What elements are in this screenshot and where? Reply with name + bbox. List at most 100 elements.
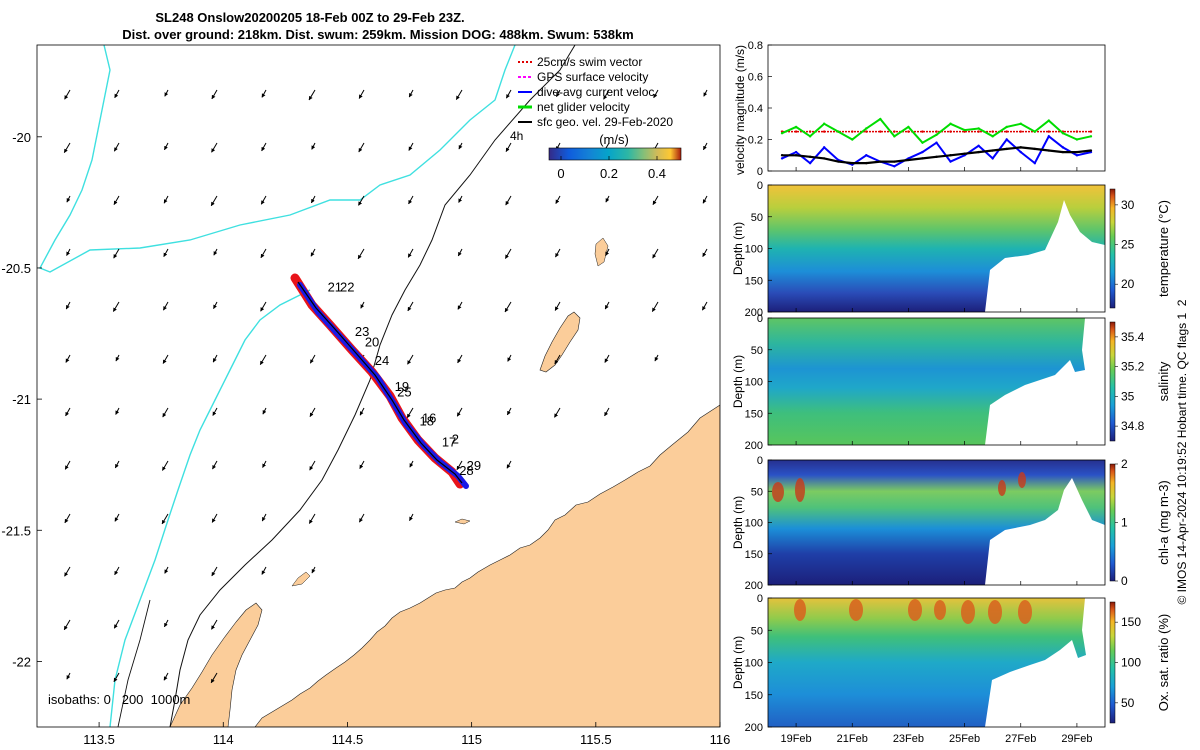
sfc-vel-arrow bbox=[114, 460, 120, 469]
velocity-point bbox=[1033, 130, 1036, 133]
sfc-vel-arrow bbox=[213, 301, 218, 310]
depth-tick-label: 150 bbox=[745, 275, 763, 287]
speed-cbar-tick-label: 0 bbox=[557, 166, 564, 181]
sfc-vel-arrow bbox=[455, 89, 463, 100]
velocity-point bbox=[865, 154, 868, 157]
isobath-0m-cyan bbox=[39, 45, 516, 727]
section-salinity-fill bbox=[768, 318, 1085, 445]
sfc-vel-arrow bbox=[262, 407, 267, 415]
velocity-point bbox=[1089, 135, 1093, 138]
sfc-vel-arrow bbox=[213, 248, 218, 256]
sfc-vel-arrow bbox=[702, 248, 708, 258]
vel-ytick-label: 0.8 bbox=[748, 40, 763, 52]
sfc-vel-arrow bbox=[457, 354, 463, 364]
isobaths-label: isobaths: 0 200 1000m bbox=[48, 692, 190, 707]
section-axis-chla: 0 50 100 150 200 Depth (m) 0 1 2 chl-a (mg m-3) bbox=[731, 455, 1171, 592]
velocity-panel: 0 0.2 0.4 0.6 0.8 velocity magnitude (m/s) bbox=[733, 40, 1106, 178]
depth-tick-label: 0 bbox=[757, 455, 763, 467]
sfc-vel-arrow bbox=[164, 566, 169, 574]
speed-colorbar-bar bbox=[548, 147, 682, 161]
track-day-label: 16 bbox=[422, 411, 436, 426]
legend-entry: 25cm/s swim vector bbox=[518, 55, 642, 69]
section-axis-oxygen: 0 50 100 150 200 Depth (m) 50 100 150 Ox. sat. ra… bbox=[731, 593, 1171, 745]
section-axis-temperature: 0 50 100 150 200 Depth (m) 20 25 30 temperature (… bbox=[731, 180, 1171, 319]
sfc-vel-arrow bbox=[113, 195, 120, 205]
map-xtick-label: 114.5 bbox=[332, 732, 364, 747]
section-cbar-label: Ox. sat. ratio (%) bbox=[1156, 614, 1171, 712]
map-xtick-label: 115 bbox=[461, 732, 482, 747]
map-ytick-label: -20.5 bbox=[1, 261, 31, 276]
section-ylabel: Depth (m) bbox=[731, 355, 745, 408]
velocity-point bbox=[1075, 138, 1079, 141]
velocity-point bbox=[935, 155, 938, 159]
arrow-grid bbox=[63, 89, 708, 684]
velocity-point bbox=[949, 130, 952, 133]
speed-colorbar-ticks: 0 0.2 0.4 bbox=[557, 156, 666, 181]
depth-tick-label: 0 bbox=[757, 593, 763, 605]
velocity-point bbox=[1033, 161, 1036, 165]
section-cbar-tick-label: 1 bbox=[1121, 516, 1128, 530]
sfc-vel-arrow bbox=[408, 89, 414, 98]
sfc-vel-arrow bbox=[211, 513, 218, 523]
velocity-point bbox=[1075, 150, 1079, 154]
track-day-label: 24 bbox=[375, 353, 389, 368]
sfc-vel-arrow bbox=[603, 89, 610, 100]
velocity-point bbox=[1047, 119, 1051, 122]
sfc-vel-arrow bbox=[212, 354, 218, 363]
sfc-vel-arrow bbox=[113, 619, 120, 629]
sfc-vel-arrow bbox=[458, 142, 463, 150]
sfc-vel-arrow bbox=[113, 248, 120, 259]
oxygen-maxima-blobs bbox=[794, 599, 1032, 624]
vel-ytick-label: 0.6 bbox=[748, 72, 763, 84]
sfc-vel-arrow bbox=[259, 354, 267, 365]
velocity-point bbox=[1047, 135, 1051, 138]
sfc-vel-arrow bbox=[308, 513, 316, 524]
velocity-point bbox=[907, 125, 910, 129]
sfc-vel-arrow bbox=[311, 566, 316, 574]
velocity-point bbox=[893, 165, 896, 168]
sfc-vel-arrow bbox=[504, 248, 512, 259]
sfc-vel-arrow bbox=[605, 195, 610, 203]
velocity-point bbox=[837, 160, 840, 163]
map-xtick-label: 116 bbox=[710, 732, 731, 747]
velocity-point bbox=[1005, 125, 1008, 129]
depth-tick-label: 100 bbox=[745, 377, 763, 389]
section-cbar-tick-label: 0 bbox=[1121, 574, 1128, 588]
velocity-point bbox=[921, 157, 924, 160]
velocity-point bbox=[851, 138, 854, 141]
section-ylabel: Depth (m) bbox=[731, 222, 745, 275]
track-day-label: 29 bbox=[467, 458, 481, 473]
velocity-point bbox=[949, 122, 952, 125]
velocity-point bbox=[935, 133, 938, 136]
sfc-vel-arrow bbox=[654, 354, 659, 362]
velocity-point bbox=[822, 146, 826, 149]
vel-ytick-label: 0.4 bbox=[748, 103, 763, 115]
sfc-vel-arrow bbox=[457, 248, 463, 257]
velocity-point bbox=[935, 130, 938, 133]
velocity-point bbox=[1061, 150, 1065, 154]
velocity-point bbox=[780, 157, 784, 160]
sfc-vel-arrow bbox=[65, 354, 71, 363]
velocity-point bbox=[1019, 146, 1022, 149]
sfc-vel-arrow bbox=[703, 89, 708, 97]
depth-tick-label: 200 bbox=[745, 722, 763, 734]
velocity-point bbox=[1005, 138, 1008, 141]
sfc-vel-arrow bbox=[65, 407, 71, 417]
velocity-point bbox=[794, 150, 798, 154]
track-day-label: 28 bbox=[459, 463, 473, 478]
sfc-vel-arrow bbox=[64, 566, 71, 577]
section-axis-salinity: 0 50 100 150 200 Depth (m) 34.8 35 35.2 35.4 salin… bbox=[731, 313, 1171, 452]
section-colorbar bbox=[1109, 188, 1116, 309]
velocity-point bbox=[1005, 147, 1008, 151]
velocity-point bbox=[1033, 147, 1036, 151]
sfc-vel-arrow bbox=[555, 195, 561, 204]
velocity-point bbox=[1019, 122, 1022, 125]
section-oxygen-fill bbox=[768, 598, 1086, 727]
depth-tick-label: 100 bbox=[745, 244, 763, 256]
sfc-vel-arrow bbox=[210, 672, 218, 684]
depth-tick-label: 200 bbox=[745, 307, 763, 319]
section-panels bbox=[768, 185, 1105, 727]
land-peninsula-sw bbox=[169, 602, 263, 727]
depth-tick-label: 50 bbox=[751, 345, 763, 357]
section-colorbar bbox=[1109, 321, 1116, 442]
